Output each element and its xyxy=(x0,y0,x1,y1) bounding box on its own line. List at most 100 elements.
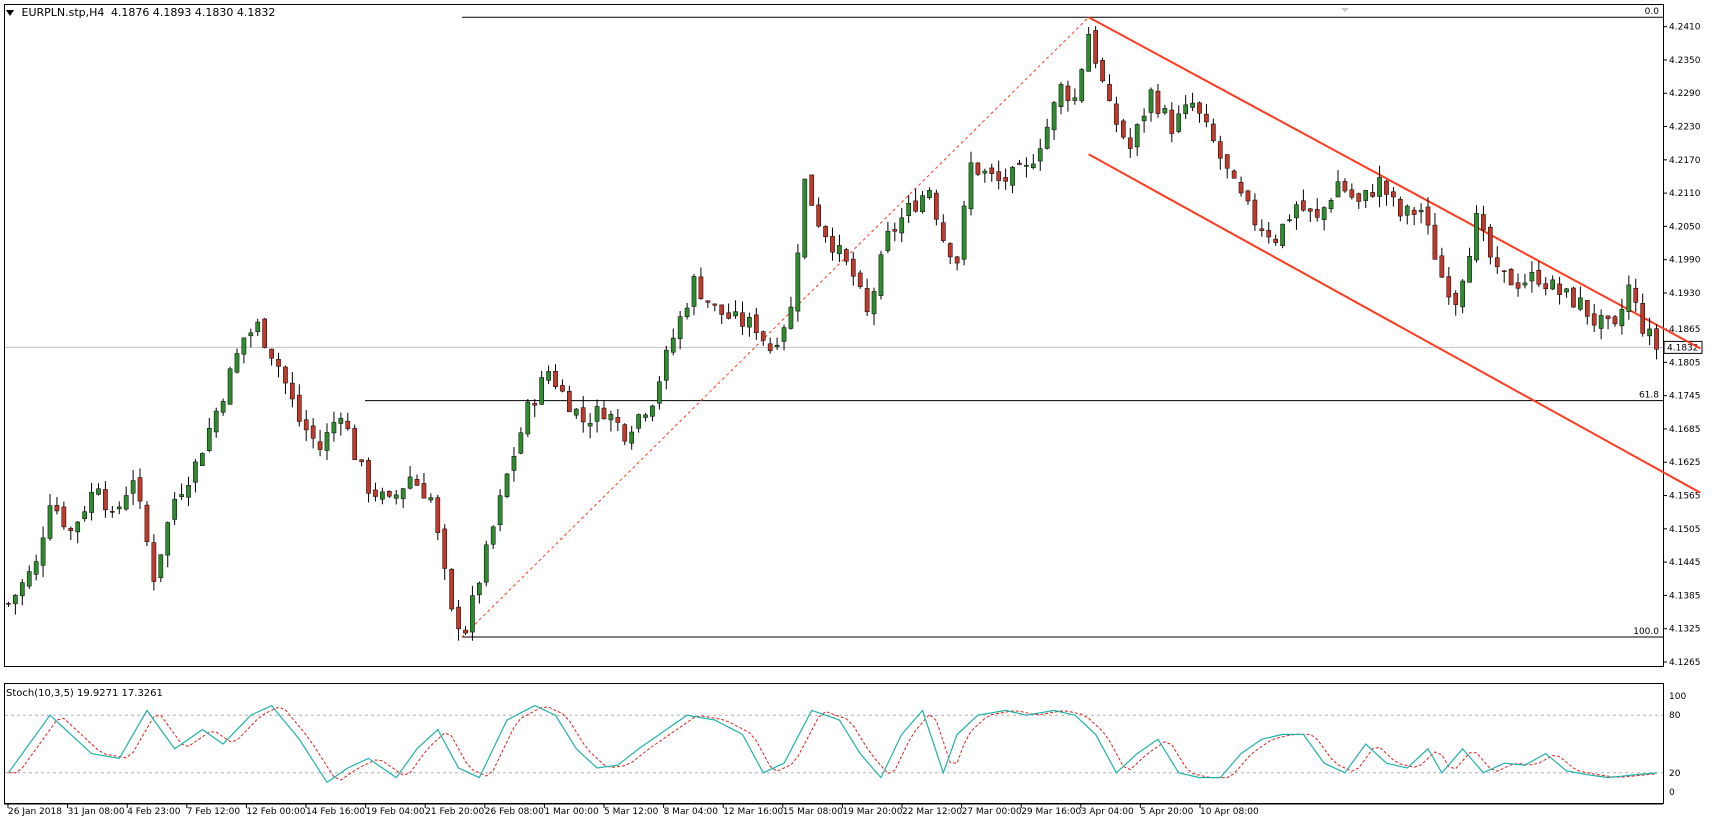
candle-body xyxy=(795,252,801,312)
candle-body xyxy=(1058,84,1064,107)
time-axis-label: 8 Mar 04:00 xyxy=(664,807,719,817)
candle-body xyxy=(1584,300,1590,317)
price-tick-label: 4.1445 xyxy=(1669,558,1701,568)
candle-body xyxy=(1314,209,1320,218)
candle-body xyxy=(269,348,274,359)
candle-body xyxy=(1072,97,1078,101)
candle-body xyxy=(477,582,482,596)
candle-body xyxy=(75,521,81,533)
candle-body xyxy=(186,485,191,498)
candle-body xyxy=(193,461,198,483)
candle-body xyxy=(1578,297,1583,310)
candle-body xyxy=(1508,269,1514,286)
candle-body xyxy=(220,401,226,413)
candle-body xyxy=(96,488,101,495)
candle-body xyxy=(116,506,122,510)
candle-body xyxy=(927,190,932,198)
candle-body xyxy=(1197,102,1202,114)
candle-body xyxy=(712,303,718,306)
shift-marker-icon[interactable] xyxy=(1341,8,1349,12)
candle-body xyxy=(255,321,261,332)
candle-body xyxy=(1557,283,1562,295)
candle-body xyxy=(442,528,448,569)
candle-body xyxy=(1411,209,1417,215)
candle-body xyxy=(1342,181,1348,192)
time-axis-label: 15 Mar 08:00 xyxy=(783,807,843,817)
candle-body xyxy=(200,453,205,466)
candle-body xyxy=(1467,255,1472,283)
candle-body xyxy=(296,394,302,422)
candle-body xyxy=(968,162,974,210)
candle-body xyxy=(1488,226,1493,258)
price-tick-label: 4.1865 xyxy=(1669,325,1701,335)
candle-body xyxy=(857,272,863,287)
fibonacci-trend-line[interactable] xyxy=(461,16,1090,638)
candle-body xyxy=(913,200,918,212)
candle-body xyxy=(151,542,157,582)
candle-body xyxy=(54,505,60,512)
stochastic-pane-frame xyxy=(4,683,1664,804)
candle-body xyxy=(740,312,745,327)
candle-body xyxy=(754,314,759,333)
candle-body xyxy=(338,417,344,424)
candle-body xyxy=(1100,60,1105,82)
candle-body xyxy=(1127,137,1133,149)
candle-body xyxy=(1598,315,1604,329)
price-tick-label: 4.1505 xyxy=(1669,525,1701,535)
candle-body xyxy=(1384,180,1389,195)
candle-body xyxy=(767,343,773,352)
time-axis-label: 10 Apr 08:00 xyxy=(1200,807,1259,817)
time-axis-label: 7 Feb 12:00 xyxy=(187,807,241,817)
candle-body xyxy=(677,316,683,339)
price-tick-label: 4.1930 xyxy=(1669,289,1701,299)
collapse-triangle-icon[interactable] xyxy=(6,10,14,16)
candle-body xyxy=(975,162,981,175)
candle-body xyxy=(1162,108,1168,114)
candle-body xyxy=(1024,165,1029,167)
candle-body xyxy=(428,497,434,501)
candle-body xyxy=(663,349,669,381)
candle-body xyxy=(130,480,136,494)
time-axis-label: 19 Mar 20:00 xyxy=(842,807,902,817)
candle-body xyxy=(324,432,330,451)
candle-body xyxy=(359,459,364,462)
stochastic-title: Stoch(10,3,5) 19.9271 17.3261 xyxy=(6,688,163,699)
fibonacci-level-label: 0.0 xyxy=(1645,7,1660,17)
candle-body xyxy=(1294,204,1299,219)
candle-body xyxy=(532,402,538,406)
candle-body xyxy=(61,506,67,528)
candle-body xyxy=(726,312,731,319)
candle-body xyxy=(1231,170,1237,179)
candle-body xyxy=(1349,189,1355,198)
candle-body xyxy=(1148,89,1154,113)
time-axis-label: 5 Apr 20:00 xyxy=(1140,807,1193,817)
candle-body xyxy=(1335,181,1341,198)
candle-body xyxy=(1134,124,1140,148)
candle-body xyxy=(871,291,877,315)
candle-body xyxy=(899,217,905,234)
candle-body xyxy=(830,235,835,253)
candle-body xyxy=(1377,177,1382,197)
candle-body xyxy=(1003,177,1008,182)
candle-body xyxy=(844,249,849,262)
candle-body xyxy=(594,406,600,422)
channel-lower-line[interactable] xyxy=(1088,153,1701,494)
candle-body xyxy=(691,276,697,307)
candle-body xyxy=(456,606,461,630)
candle-body xyxy=(1107,84,1112,101)
price-tick-label: 4.1565 xyxy=(1669,492,1701,502)
candle-body xyxy=(1404,205,1410,216)
candle-body xyxy=(1079,69,1085,102)
candle-body xyxy=(1536,269,1542,285)
candle-body xyxy=(1169,109,1175,134)
candle-body xyxy=(809,174,815,206)
candle-body xyxy=(1030,163,1036,169)
candle-body xyxy=(947,243,953,258)
time-axis-label: 3 Apr 04:00 xyxy=(1081,807,1134,817)
candle-body xyxy=(1155,90,1161,114)
fibonacci-level-label: 61.8 xyxy=(1639,391,1659,401)
time-axis-label: 12 Mar 16:00 xyxy=(723,807,783,817)
channel-upper-line[interactable] xyxy=(1088,16,1701,350)
